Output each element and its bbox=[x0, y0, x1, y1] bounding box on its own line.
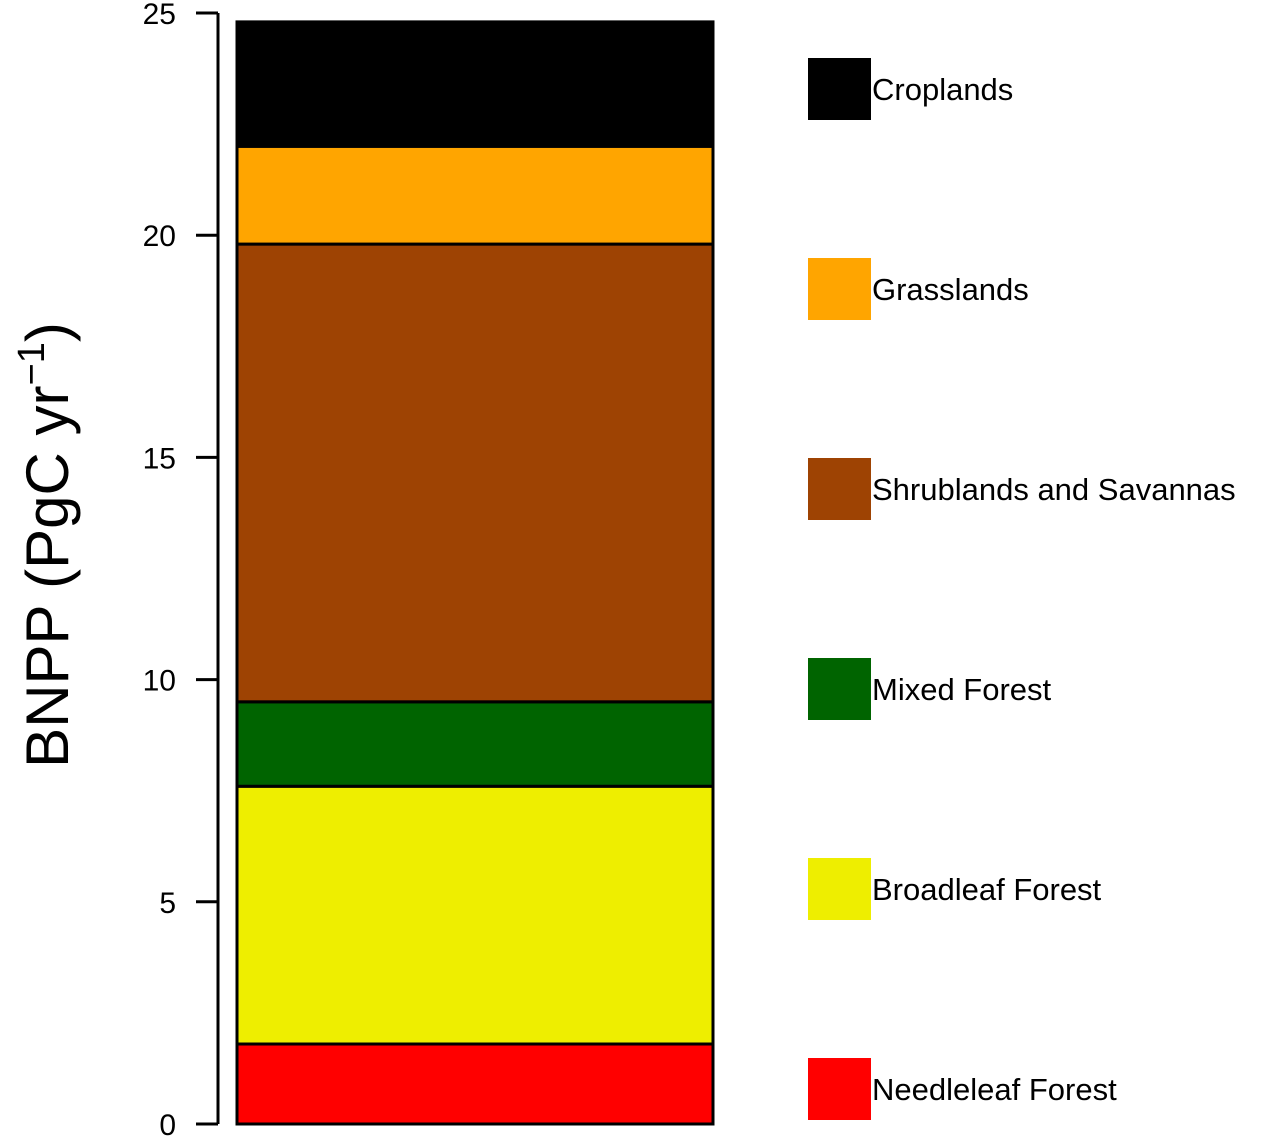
y-axis-title-close: ) bbox=[14, 322, 81, 342]
bar-segment bbox=[235, 20, 715, 148]
y-tick-label: 25 bbox=[143, 0, 176, 31]
stacked-bar bbox=[235, 20, 715, 1126]
y-axis-title-superscript: −1 bbox=[11, 342, 53, 385]
legend-label: Shrublands and Savannas bbox=[872, 472, 1236, 507]
legend-label: Grasslands bbox=[872, 272, 1029, 307]
bar-segment bbox=[235, 1042, 715, 1126]
bar-segment bbox=[235, 242, 715, 704]
bar-segment bbox=[235, 784, 715, 1046]
y-axis: 0 5 10 15 20 25 bbox=[143, 0, 220, 1137]
y-tick-label: 10 bbox=[143, 665, 176, 698]
bar-segment bbox=[235, 144, 715, 246]
legend-swatch bbox=[808, 1058, 871, 1120]
legend-swatch bbox=[808, 258, 871, 320]
legend: Croplands Grasslands Shrublands and Savann… bbox=[808, 58, 1236, 1120]
bar-segment bbox=[235, 700, 715, 788]
y-tick-label: 15 bbox=[143, 442, 176, 475]
legend-swatch bbox=[808, 658, 871, 720]
legend-label: Croplands bbox=[872, 72, 1013, 107]
y-tick-label: 20 bbox=[143, 220, 176, 253]
y-axis-title: BNPP (PgC yr−1) bbox=[11, 322, 81, 768]
y-tick-label: 0 bbox=[159, 1109, 176, 1137]
legend-label: Needleleaf Forest bbox=[872, 1072, 1117, 1107]
legend-swatch bbox=[808, 58, 871, 120]
y-axis-title-main: BNPP (PgC yr bbox=[14, 385, 81, 767]
legend-label: Broadleaf Forest bbox=[872, 872, 1102, 907]
legend-swatch bbox=[808, 458, 871, 520]
legend-swatch bbox=[808, 858, 871, 920]
y-tick-label: 5 bbox=[159, 887, 176, 920]
legend-label: Mixed Forest bbox=[872, 672, 1052, 707]
